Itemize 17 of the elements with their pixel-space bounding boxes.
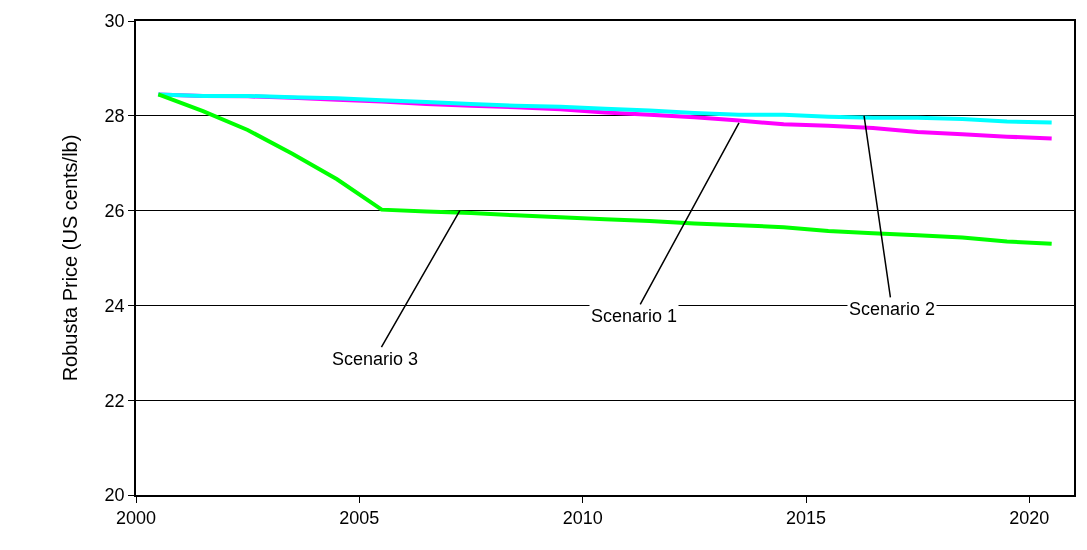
annotation: Scenario 1: [591, 306, 678, 326]
x-tick-label: 2020: [1009, 508, 1050, 529]
line-series: [156, 92, 1054, 246]
annotation: Scenario 2: [849, 299, 936, 319]
y-tick-label: 24: [104, 295, 125, 316]
line-series: [156, 92, 1054, 125]
x-tick-label: 2000: [115, 508, 157, 529]
y-tick-label: 22: [104, 390, 125, 411]
y-tick-label: 28: [104, 106, 125, 127]
y-tick-label: 30: [104, 11, 125, 32]
x-tick-label: 2010: [562, 508, 603, 529]
annotation: Scenario 3: [332, 349, 419, 369]
y-axis-title: Robusta Price (US cents/lb): [58, 134, 81, 382]
y-tick-label: 20: [104, 485, 125, 506]
x-tick-label: 2005: [339, 508, 380, 529]
y-tick-label: 26: [104, 200, 125, 221]
x-tick-label: 2015: [785, 508, 827, 529]
